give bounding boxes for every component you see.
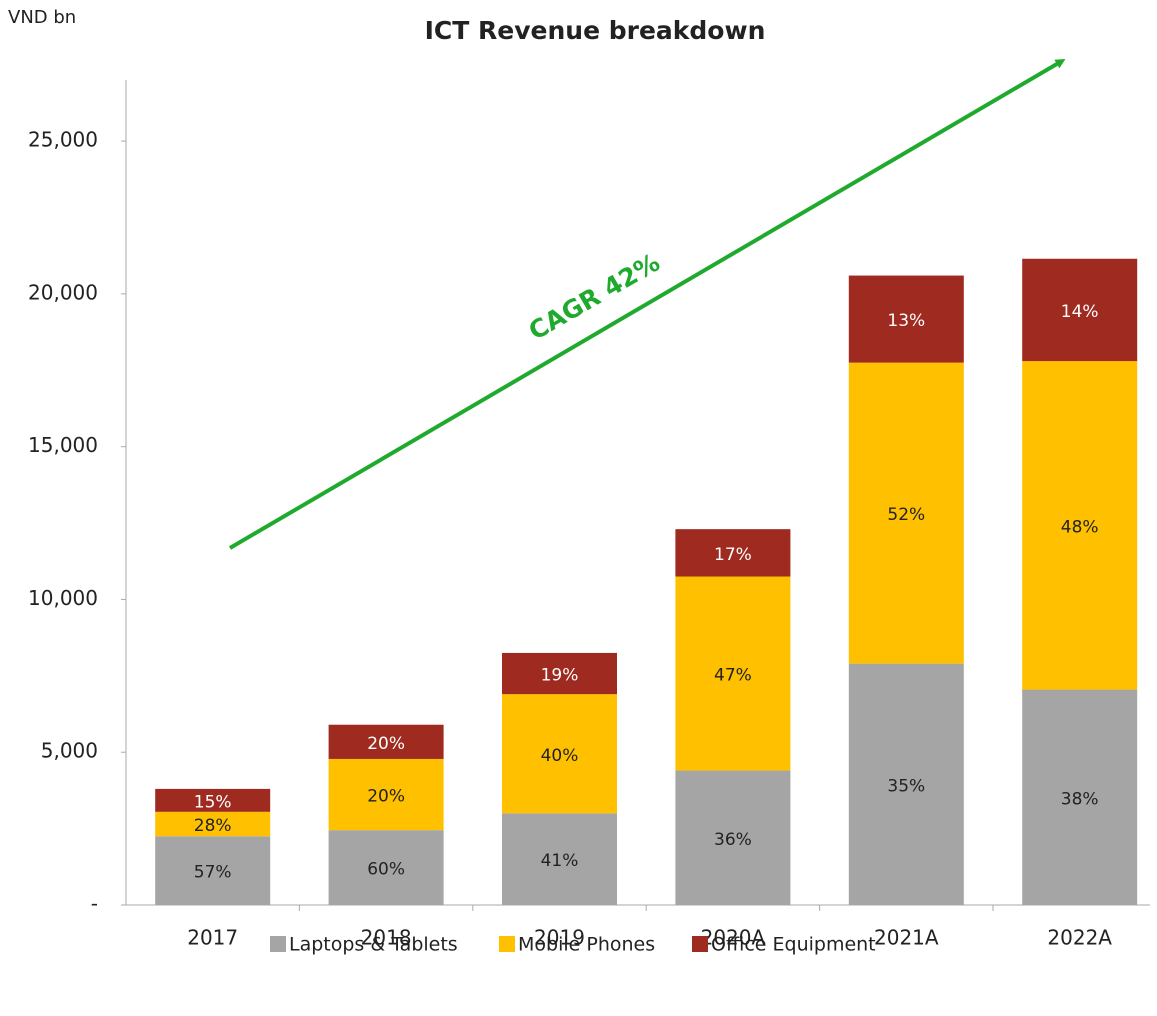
legend-swatch (692, 936, 708, 952)
bar-segment (848, 275, 964, 363)
bar-segment (328, 830, 444, 905)
bar-segment (675, 576, 791, 771)
bar-segment (155, 811, 271, 837)
x-tick-label: 2019 (534, 926, 585, 950)
legend-swatch (270, 936, 286, 952)
bar-segment (1022, 689, 1138, 905)
segment-label: 60% (367, 860, 405, 880)
segment-label: 35% (887, 776, 925, 796)
x-tick-label: 2022A (1047, 926, 1112, 950)
y-tick-label: 20,000 (28, 280, 98, 304)
x-tick-label: 2021A (874, 926, 939, 950)
trend-arrow (228, 58, 1066, 550)
bar-segment (328, 758, 444, 831)
legend-swatch (499, 936, 515, 952)
bar-segment (1022, 258, 1138, 362)
bar-segment (502, 694, 617, 814)
bar-segment (675, 529, 791, 577)
segment-label: 28% (194, 816, 232, 836)
bar-segment (848, 663, 964, 905)
bar-segment (502, 813, 617, 905)
segment-label: 48% (1061, 517, 1099, 537)
bar-segment (848, 362, 964, 664)
segment-label: 47% (714, 666, 752, 686)
segment-label: 57% (194, 863, 232, 883)
bar-segment (502, 652, 617, 695)
legend-label: Office Equipment (711, 934, 876, 956)
segment-label: 17% (714, 545, 752, 565)
segment-label: 15% (194, 792, 232, 812)
segment-label: 20% (367, 787, 405, 807)
bar-segment (1022, 361, 1138, 690)
bar-segment (155, 788, 271, 812)
segment-label: 38% (1061, 789, 1099, 809)
segment-label: 40% (541, 746, 579, 766)
segment-label: 20% (367, 734, 405, 754)
x-tick-label: 2017 (187, 926, 238, 950)
bar-segment (675, 770, 791, 905)
segment-label: 19% (541, 666, 579, 686)
y-tick-label: 15,000 (28, 433, 98, 457)
legend-label: Laptops & Tablets (289, 934, 458, 956)
x-tick-label: 2020A (701, 926, 766, 950)
y-tick-label: 25,000 (28, 128, 98, 152)
segment-label: 36% (714, 830, 752, 850)
bar-segment (328, 724, 444, 759)
bar-segment (155, 836, 271, 905)
x-tick-label: 2018 (361, 926, 412, 950)
y-tick-label: - (91, 892, 98, 916)
segment-label: 14% (1061, 302, 1099, 322)
y-tick-label: 5,000 (41, 739, 98, 763)
segment-label: 41% (541, 851, 579, 871)
legend-label: Mobile Phones (518, 934, 655, 956)
cagr-annotation: CAGR 42% (524, 248, 665, 346)
segment-label: 52% (887, 505, 925, 525)
y-axis-label: VND bn (8, 7, 76, 28)
chart-title: ICT Revenue breakdown (425, 16, 766, 45)
y-tick-label: 10,000 (28, 586, 98, 610)
segment-label: 13% (887, 311, 925, 331)
